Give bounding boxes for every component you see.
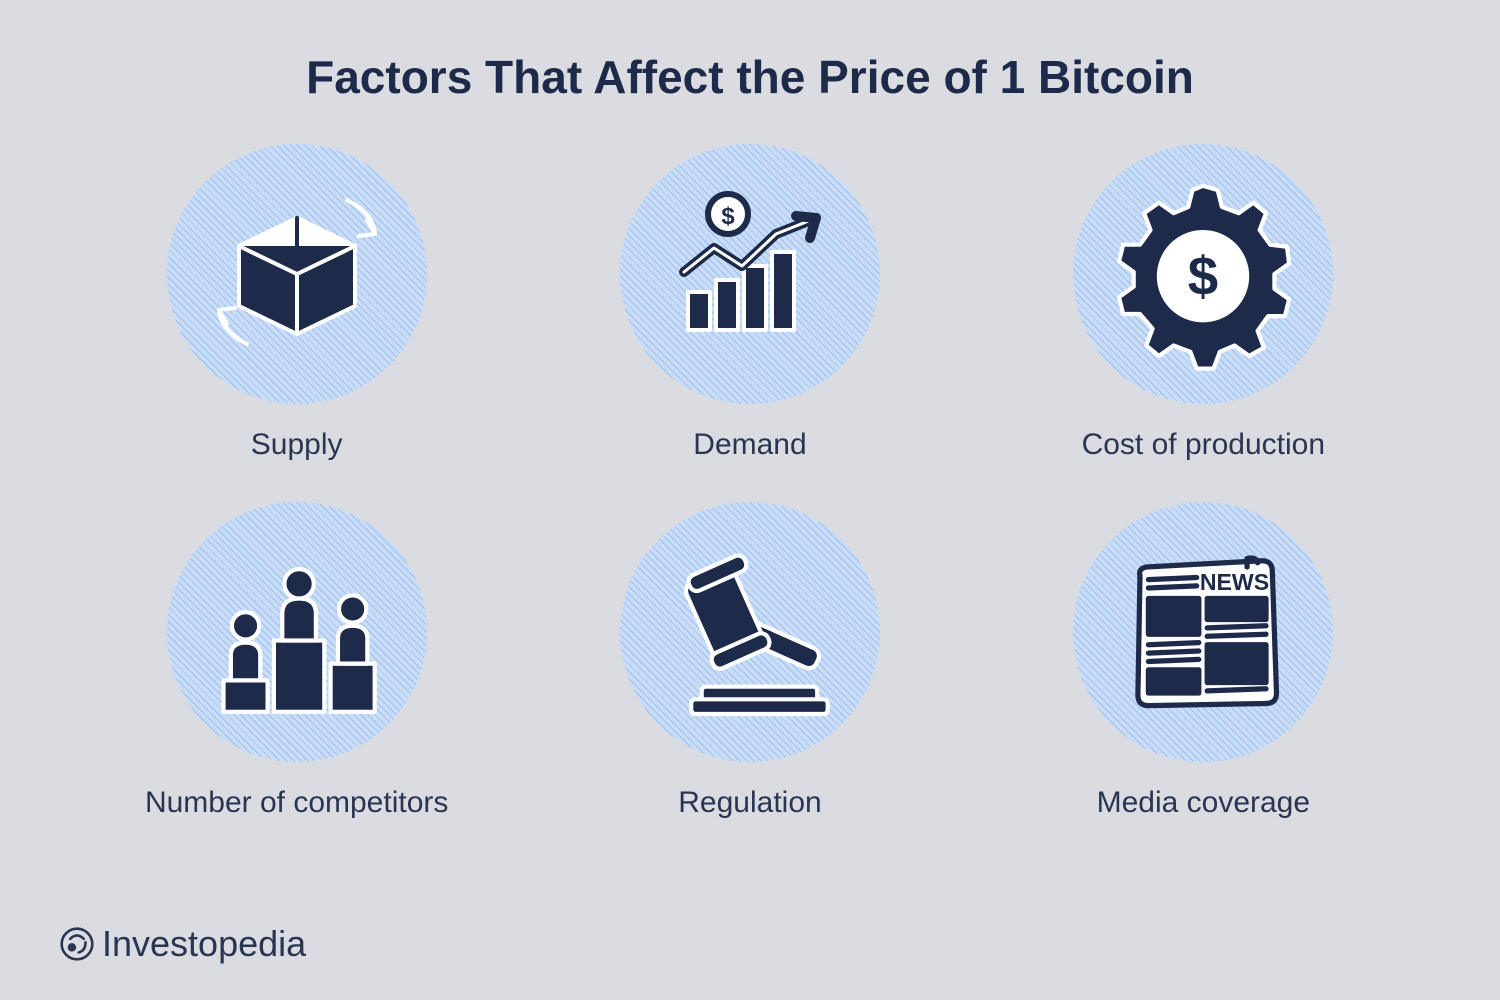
factor-label: Media coverage bbox=[1097, 786, 1310, 820]
svg-text:NEWS: NEWS bbox=[1200, 569, 1269, 595]
investopedia-logo-icon bbox=[60, 927, 94, 961]
factor-label: Supply bbox=[251, 428, 343, 462]
factor-label: Regulation bbox=[678, 786, 821, 820]
factor-supply: Supply bbox=[167, 144, 427, 462]
factor-label: Number of competitors bbox=[145, 786, 448, 820]
factor-label: Cost of production bbox=[1082, 428, 1325, 462]
factor-demand: $ Demand bbox=[620, 144, 880, 462]
podium-people-icon bbox=[192, 525, 402, 740]
circle-bg bbox=[167, 144, 427, 404]
circle-bg: $ bbox=[1073, 144, 1333, 404]
page-title: Factors That Affect the Price of 1 Bitco… bbox=[0, 0, 1500, 104]
circle-bg: NEWS bbox=[1073, 502, 1333, 762]
factor-label: Demand bbox=[693, 428, 806, 462]
newspaper-icon: NEWS bbox=[1098, 525, 1308, 740]
svg-text:$: $ bbox=[721, 203, 735, 230]
supply-box-icon bbox=[197, 172, 397, 377]
gear-dollar-icon: $ bbox=[1098, 167, 1308, 382]
brand-name: Investopedia bbox=[102, 923, 306, 965]
circle-bg bbox=[620, 502, 880, 762]
circle-bg bbox=[167, 502, 427, 762]
svg-text:$: $ bbox=[1188, 246, 1218, 307]
factor-competitors: Number of competitors bbox=[145, 502, 448, 820]
demand-chart-icon: $ bbox=[650, 172, 850, 377]
circle-bg: $ bbox=[620, 144, 880, 404]
factor-cost-of-production: $ Cost of production bbox=[1073, 144, 1333, 462]
gavel-icon bbox=[645, 525, 855, 740]
factor-regulation: Regulation bbox=[620, 502, 880, 820]
factor-media-coverage: NEWS Med bbox=[1073, 502, 1333, 820]
factors-grid: Supply $ bbox=[110, 144, 1390, 820]
brand-footer: Investopedia bbox=[60, 923, 306, 965]
